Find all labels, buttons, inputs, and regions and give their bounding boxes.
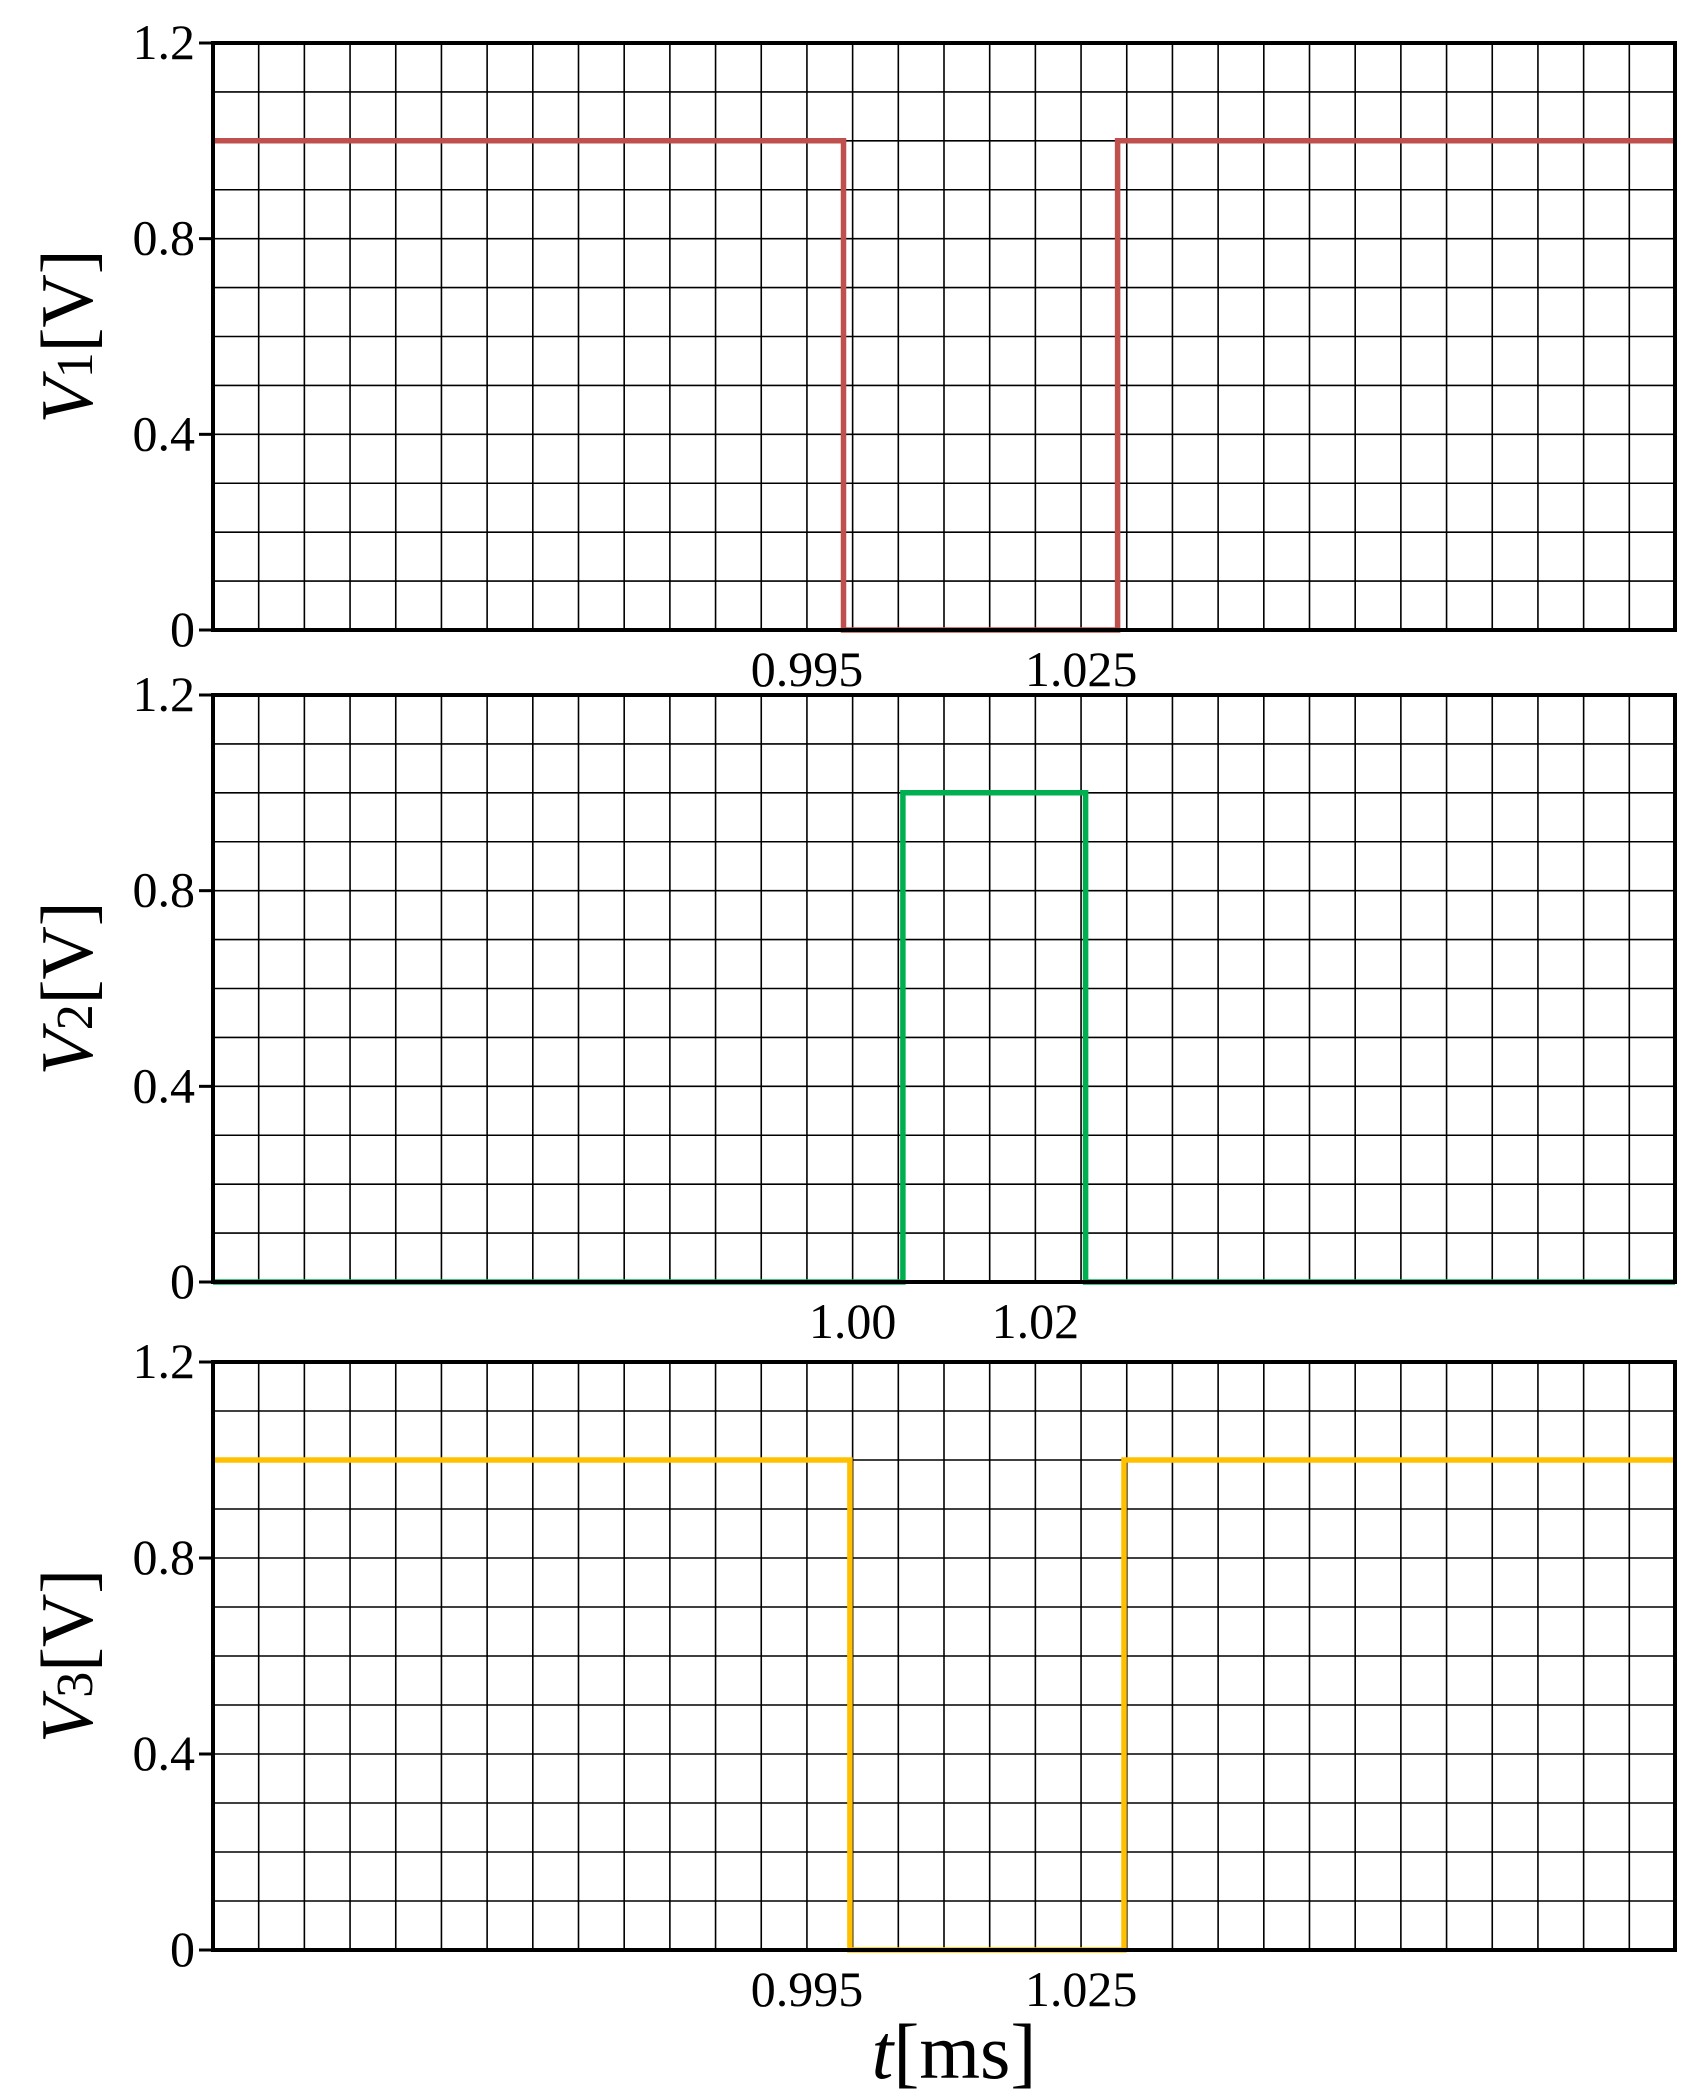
y-tick-label: 1.2: [133, 1333, 196, 1389]
y-tick-label: 0.4: [133, 405, 196, 461]
x-axis-label-var: t: [872, 2008, 896, 2092]
y-tick-label: 0.8: [133, 1529, 196, 1585]
chart-panel-2: 0 0.4 0.8 1.2 1.00 1.02 V2[V]: [27, 666, 1677, 1349]
x-tick-label: 1.025: [1025, 641, 1138, 697]
y-axis-label-sub: 3: [47, 1672, 104, 1698]
y-tick-label: 0: [170, 1921, 195, 1977]
y-axis-label-sub: 1: [47, 352, 104, 378]
y-axis-label-unit: [V]: [27, 1569, 109, 1672]
x-axis-label: t[ms]: [872, 2008, 1037, 2092]
y-axis-label: V1[V]: [27, 250, 109, 424]
plot-frame: [211, 693, 1677, 1284]
plot-frame: [211, 1360, 1677, 1952]
x-tick-label: 0.995: [751, 1961, 864, 2017]
y-tick-label: 0: [170, 601, 195, 657]
y-axis-label-var: V: [27, 1022, 109, 1075]
y-tick-label: 0: [170, 1253, 195, 1309]
plot-frame: [211, 41, 1677, 632]
y-axis-label: V3[V]: [27, 1569, 109, 1743]
y-tick-label: 1.2: [133, 666, 196, 722]
grid: [213, 695, 1675, 1282]
y-axis-label: V2[V]: [27, 902, 109, 1076]
y-axis-label-var: V: [27, 370, 109, 423]
chart-panel-3: 0 0.4 0.8 1.2 0.995 1.025 V3[V] t[ms]: [27, 1333, 1677, 2092]
y-tick-label: 0.8: [133, 210, 196, 266]
y-axis-label-unit: [V]: [27, 250, 109, 353]
y-axis-label-var: V: [27, 1690, 109, 1743]
y-tick-label: 0.4: [133, 1057, 196, 1113]
grid: [213, 1362, 1675, 1950]
y-axis-label-sub: 2: [47, 1004, 104, 1030]
y-tick-label: 1.2: [133, 14, 196, 70]
y-axis-label-unit: [V]: [27, 902, 109, 1005]
x-tick-label: 1.00: [809, 1293, 897, 1349]
x-tick-label: 1.02: [992, 1293, 1080, 1349]
grid: [213, 43, 1675, 630]
x-tick-label: 1.025: [1025, 1961, 1138, 2017]
y-tick-label: 0.8: [133, 862, 196, 918]
x-axis-label-unit: [ms]: [893, 2008, 1036, 2092]
x-tick-label: 0.995: [751, 641, 864, 697]
y-tick-label: 0.4: [133, 1725, 196, 1781]
chart-panel-1: 0 0.4 0.8 1.2 0.995 1.025 V1[V]: [27, 14, 1677, 697]
